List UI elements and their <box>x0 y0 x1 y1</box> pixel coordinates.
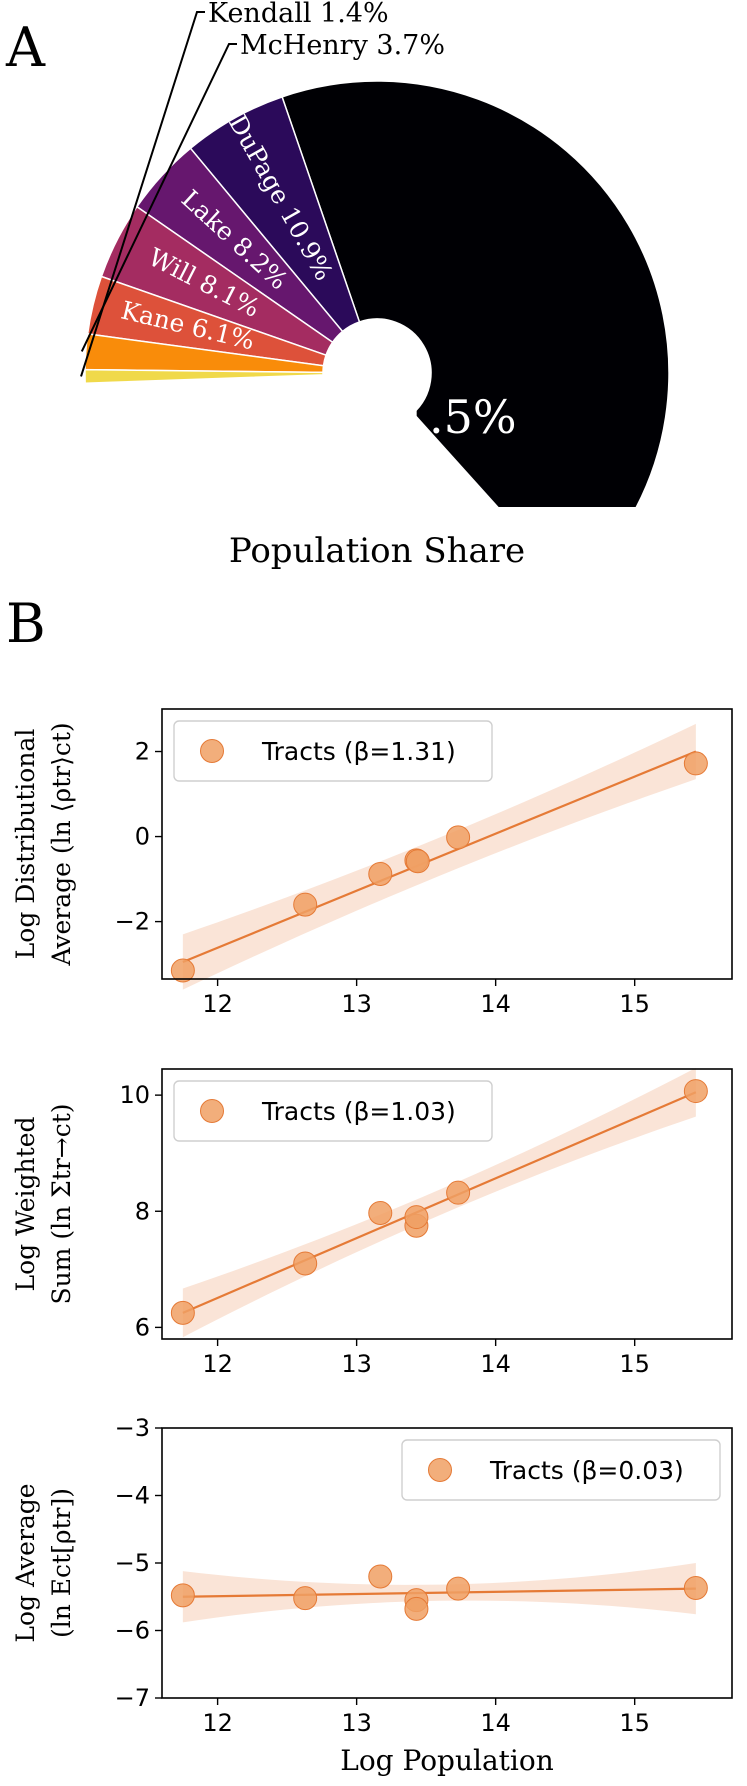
pie-slice-kendall <box>84 368 324 384</box>
scatter-weighted-sum: 12 13 14 15 6 8 10 Log Weighted Sum (ln Σtr→ct) T… <box>11 1067 733 1378</box>
plot-frame <box>161 708 733 980</box>
y-tick-label: −3 <box>115 1414 150 1442</box>
x-tick-label: 15 <box>619 990 650 1018</box>
y-tick-label: 10 <box>119 1081 150 1109</box>
y-tick-label: −5 <box>115 1549 150 1577</box>
y-tick-label: −2 <box>115 908 150 936</box>
data-point <box>293 1251 318 1276</box>
scatter-distributional-average: 12 13 14 15 −2 0 2 Log Distributional Average (l… <box>11 708 733 1018</box>
legend-marker <box>428 1458 452 1482</box>
data-point <box>170 1300 195 1325</box>
x-tick-label: 14 <box>480 990 511 1018</box>
legend-label: Tracts (β=1.03) <box>261 1097 456 1126</box>
data-point <box>170 958 195 983</box>
panel-b-letter: B <box>6 592 46 655</box>
pie-leader-kendall <box>80 11 205 377</box>
data-point <box>683 1079 708 1104</box>
scatter-log-average: 12 13 14 15 −7 −6 −5 −4 −3 Log Average (ln Ect[ρtr… <box>11 1414 733 1777</box>
y-tick-label: −6 <box>115 1617 150 1645</box>
pie-label-cook: Cook 61.5% <box>237 390 516 444</box>
x-tick-label: 15 <box>619 1709 650 1737</box>
x-tick-label: 13 <box>341 1709 372 1737</box>
data-point <box>405 849 430 874</box>
y-tick-label: 8 <box>135 1197 150 1225</box>
plot-frame <box>161 1068 733 1340</box>
y-axis-label-line1: Log Weighted <box>11 1117 40 1292</box>
data-point <box>293 1586 318 1611</box>
data-point <box>446 1180 471 1205</box>
panel-a-letter: A <box>5 16 46 79</box>
fit-line <box>182 1091 697 1314</box>
y-tick-label: 2 <box>135 738 150 766</box>
y-axis-label-line2: (ln Ect[ρtr]) <box>47 1488 76 1638</box>
x-tick-label: 12 <box>202 1709 233 1737</box>
legend-box <box>173 1080 493 1142</box>
data-point <box>404 1596 429 1621</box>
y-axis-label: Log Average (ln Ect[ρtr]) <box>11 1483 76 1642</box>
y-axis-label: Log Weighted Sum (ln Σtr→ct) <box>11 1103 76 1304</box>
y-axis-label-line2: Sum (ln Σtr→ct) <box>47 1103 76 1304</box>
pie-label-mchenry: McHenry 3.7% <box>240 30 445 61</box>
legend-marker <box>200 739 224 763</box>
data-point <box>446 1576 471 1601</box>
y-tick-label: 0 <box>135 823 150 851</box>
data-point <box>683 751 708 776</box>
pie-center-hole <box>323 319 431 427</box>
y-axis-label-line1: Log Distributional <box>11 729 40 960</box>
data-point <box>683 1575 708 1600</box>
data-point <box>368 1201 393 1225</box>
pie-label-kendall: Kendall 1.4% <box>208 0 389 29</box>
pie-xlabel: Population Share <box>229 531 525 571</box>
legend-label: Tracts (β=0.03) <box>489 1456 684 1485</box>
data-point <box>368 1564 393 1589</box>
y-tick-label: 6 <box>135 1313 150 1341</box>
fit-line <box>182 750 697 964</box>
data-point <box>293 892 318 917</box>
population-share-pie: Cook 61.5%DuPage 10.9%Lake 8.2%Will 8.1%… <box>80 0 670 571</box>
data-point <box>446 825 471 850</box>
data-point <box>368 861 393 886</box>
fit-line <box>182 1587 696 1598</box>
x-tick-label: 15 <box>619 1350 650 1378</box>
y-axis-label: Log Distributional Average (ln ⟨ρtr⟩ct) <box>11 722 76 966</box>
legend-marker <box>200 1099 224 1123</box>
y-axis-label-line1: Log Average <box>11 1483 40 1642</box>
y-tick-label: −7 <box>115 1684 150 1712</box>
x-tick-label: 13 <box>341 1350 372 1378</box>
x-axis-label: Log Population <box>340 1744 554 1777</box>
x-tick-label: 14 <box>480 1350 511 1378</box>
pie-leader-mchenry <box>80 43 237 352</box>
legend-box <box>173 720 493 782</box>
x-tick-label: 12 <box>202 990 233 1018</box>
legend-label: Tracts (β=1.31) <box>261 737 456 766</box>
x-tick-label: 12 <box>202 1350 233 1378</box>
legend-box <box>401 1439 721 1501</box>
y-tick-label: −4 <box>115 1482 150 1510</box>
data-point <box>404 1205 429 1230</box>
x-tick-label: 13 <box>341 990 372 1018</box>
x-tick-label: 14 <box>480 1709 511 1737</box>
data-point <box>170 1583 195 1608</box>
y-axis-label-line2: Average (ln ⟨ρtr⟩ct) <box>47 722 76 966</box>
